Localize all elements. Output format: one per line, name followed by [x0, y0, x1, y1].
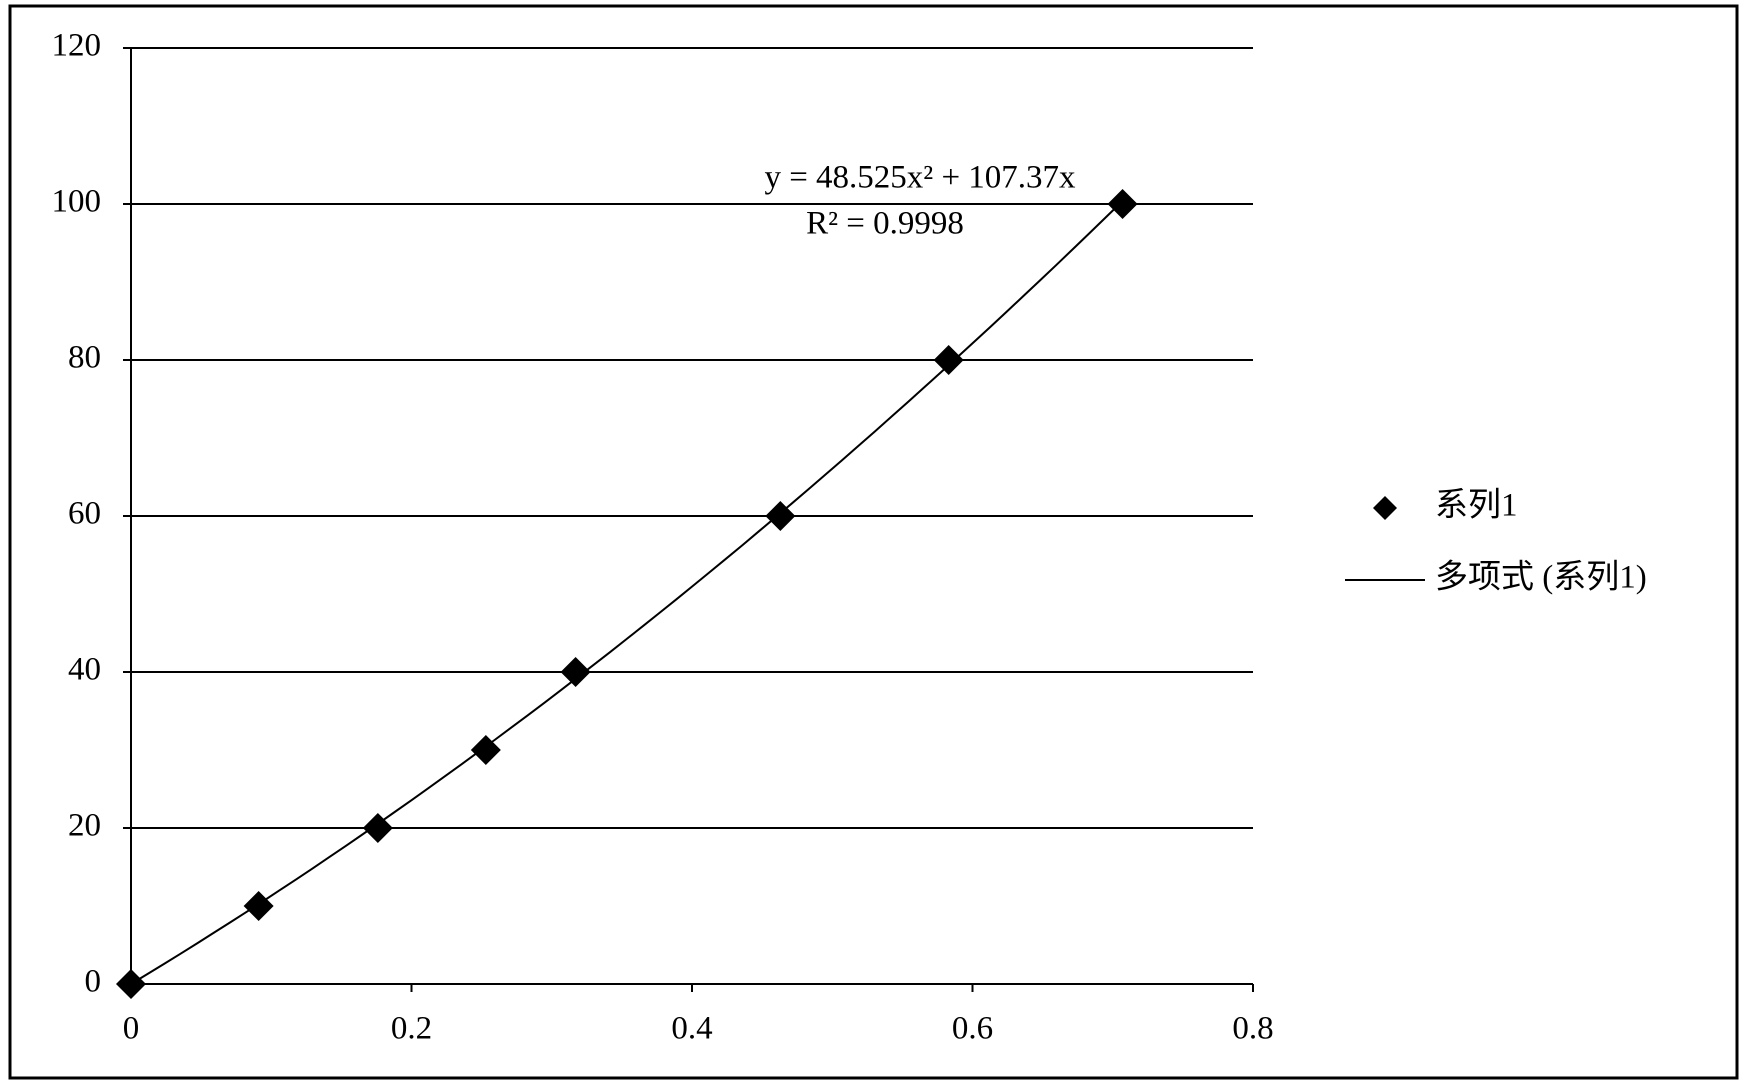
- y-tick-label: 120: [52, 28, 102, 64]
- y-tick-label: 80: [68, 340, 101, 376]
- y-tick-label: 100: [52, 184, 102, 220]
- y-tick-label: 40: [68, 652, 101, 688]
- y-tick-label: 60: [68, 496, 101, 532]
- y-tick-label: 0: [85, 964, 102, 1000]
- x-tick-label: 0: [123, 1011, 140, 1047]
- r-squared-label: R² = 0.9998: [806, 206, 964, 242]
- x-tick-label: 0.2: [391, 1011, 432, 1047]
- data-point: [470, 735, 501, 765]
- y-tick-label: 20: [68, 808, 101, 844]
- x-tick-label: 0.8: [1232, 1011, 1273, 1047]
- data-point: [560, 657, 591, 687]
- legend-label: 多项式 (系列1): [1435, 559, 1647, 596]
- data-point: [243, 891, 274, 921]
- data-point: [362, 813, 393, 843]
- x-tick-label: 0.6: [952, 1011, 993, 1047]
- data-point: [1107, 189, 1138, 219]
- legend-marker: [1373, 496, 1397, 520]
- legend-label: 系列1: [1435, 488, 1518, 524]
- x-tick-label: 0.4: [671, 1011, 712, 1047]
- data-point: [765, 501, 796, 531]
- data-point: [116, 969, 146, 999]
- data-point: [933, 345, 964, 375]
- chart-frame: [8, 4, 1739, 1080]
- equation-label: y = 48.525x² + 107.37x: [764, 160, 1076, 196]
